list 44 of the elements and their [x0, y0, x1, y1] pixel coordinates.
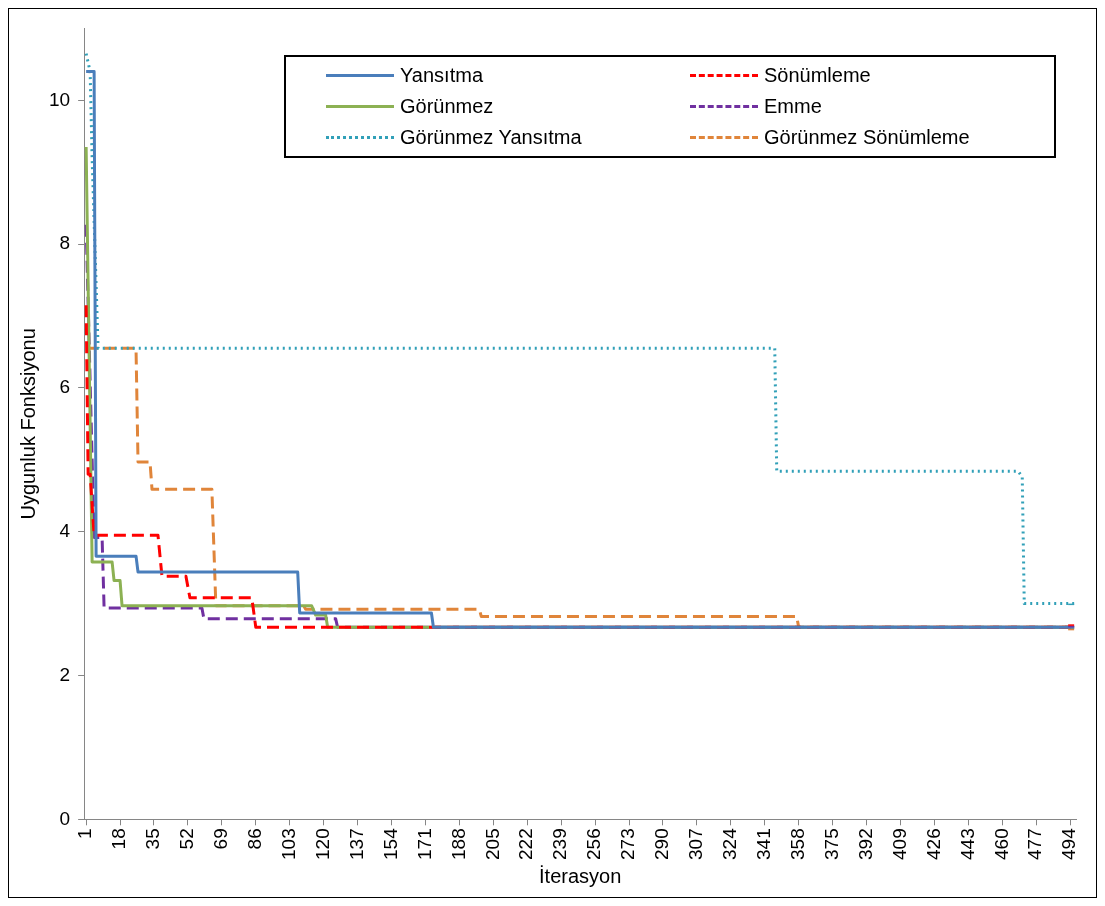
x-tick-label: 307	[685, 828, 707, 860]
x-tick-label: 120	[311, 828, 333, 860]
x-tick-label: 52	[176, 828, 198, 850]
legend-label: Görünmez	[400, 95, 494, 118]
legend-label: Görünmez Yansıtma	[400, 126, 582, 149]
x-tick-label: 494	[1058, 827, 1080, 860]
x-tick-label: 154	[379, 827, 401, 860]
y-tick-label: 10	[48, 88, 71, 110]
x-tick-label: 35	[142, 828, 164, 850]
x-tick-label: 18	[108, 828, 130, 850]
x-tick-label: 392	[854, 828, 876, 860]
y-tick-label: 2	[59, 663, 71, 685]
x-tick-label: 205	[481, 828, 503, 860]
legend-label: Yansıtma	[400, 64, 483, 87]
x-axis-title: İterasyon	[539, 864, 622, 887]
x-tick-label: 341	[753, 828, 774, 860]
y-tick-label: 4	[59, 519, 71, 541]
x-tick-label: 460	[990, 828, 1012, 860]
x-tick-label: 443	[956, 828, 978, 860]
x-tick-label: 137	[345, 828, 367, 860]
x-tick-label: 188	[447, 828, 469, 860]
x-tick-label: 375	[820, 828, 842, 860]
x-tick-label: 1	[74, 828, 96, 839]
y-tick-label: 8	[59, 232, 71, 254]
x-tick-label: 239	[549, 828, 571, 860]
x-tick-label: 171	[413, 828, 435, 860]
legend-label: Görünmez Sönümleme	[764, 126, 970, 149]
x-tick-label: 256	[583, 828, 605, 860]
legend-label: Sönümleme	[764, 64, 871, 87]
legend-label: Emme	[764, 95, 822, 118]
x-tick-label: 290	[651, 828, 673, 860]
x-tick-label: 426	[922, 828, 944, 860]
x-tick-label: 324	[719, 827, 741, 860]
x-tick-label: 222	[515, 828, 537, 860]
x-tick-label: 273	[617, 828, 639, 860]
x-tick-label: 103	[277, 828, 299, 860]
y-tick-label: 0	[59, 807, 71, 829]
x-tick-label: 477	[1024, 828, 1046, 860]
y-axis-title: Uygunluk Fonksiyonu	[16, 328, 39, 520]
y-tick-label: 6	[59, 376, 71, 398]
x-tick-label: 86	[244, 828, 266, 850]
x-tick-label: 69	[210, 828, 232, 850]
x-tick-label: 409	[888, 828, 910, 860]
x-tick-label: 358	[786, 828, 808, 860]
